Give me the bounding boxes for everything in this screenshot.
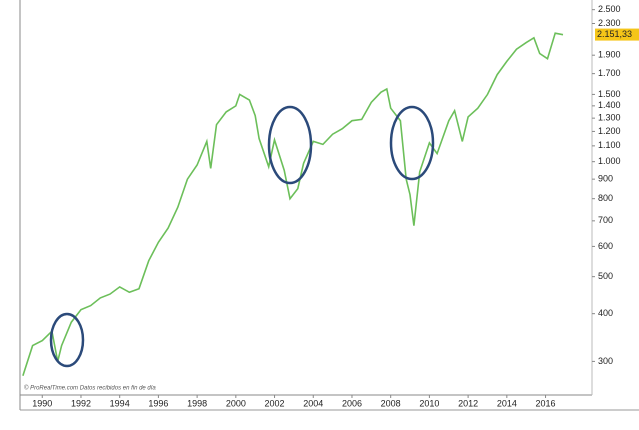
x-tick-label: 1990 <box>32 398 52 408</box>
y-tick-label: 1.400 <box>598 100 621 110</box>
y-tick-label: 800 <box>598 193 613 203</box>
x-tick-label: 2002 <box>265 398 285 408</box>
y-tick-label: 900 <box>598 174 613 184</box>
x-tick-label: 1998 <box>187 398 207 408</box>
y-tick-label: 1.100 <box>598 140 621 150</box>
x-tick-label: 2006 <box>342 398 362 408</box>
y-tick-label: 2.500 <box>598 4 621 14</box>
marks <box>22 32 564 377</box>
x-tick-label: 1994 <box>110 398 130 408</box>
price-line <box>22 32 564 377</box>
y-tick-label: 1.500 <box>598 89 621 99</box>
y-tick-label: 700 <box>598 215 613 225</box>
x-tick-label: 2004 <box>303 398 323 408</box>
x-tick-label: 1992 <box>71 398 91 408</box>
x-tick-label: 2014 <box>497 398 517 408</box>
x-tick-label: 2016 <box>536 398 556 408</box>
y-tick-label: 1.200 <box>598 126 621 136</box>
x-tick-label: 2000 <box>226 398 246 408</box>
last-value-label: 2.151,33 <box>597 29 632 39</box>
highlight-circle <box>49 312 85 368</box>
y-tick-label: 1.700 <box>598 68 621 78</box>
y-tick-label: 1.300 <box>598 113 621 123</box>
y-tick-label: 1.000 <box>598 156 621 166</box>
watermark: © ProRealTime.com Datos recibidos en fin… <box>24 385 156 392</box>
y-tick-label: 400 <box>598 308 613 318</box>
x-tick-label: 1996 <box>148 398 168 408</box>
y-tick-label: 500 <box>598 271 613 281</box>
highlight-circle <box>267 105 313 185</box>
y-tick-label: 300 <box>598 356 613 366</box>
y-tick-label: 600 <box>598 241 613 251</box>
y-tick-label: 1.900 <box>598 50 621 60</box>
x-tick-label: 2010 <box>419 398 439 408</box>
x-tick-label: 2008 <box>381 398 401 408</box>
last-value-box <box>595 28 639 41</box>
y-tick-label: 2.300 <box>598 18 621 28</box>
highlight-circle <box>389 105 435 181</box>
x-tick-label: 2012 <box>458 398 478 408</box>
